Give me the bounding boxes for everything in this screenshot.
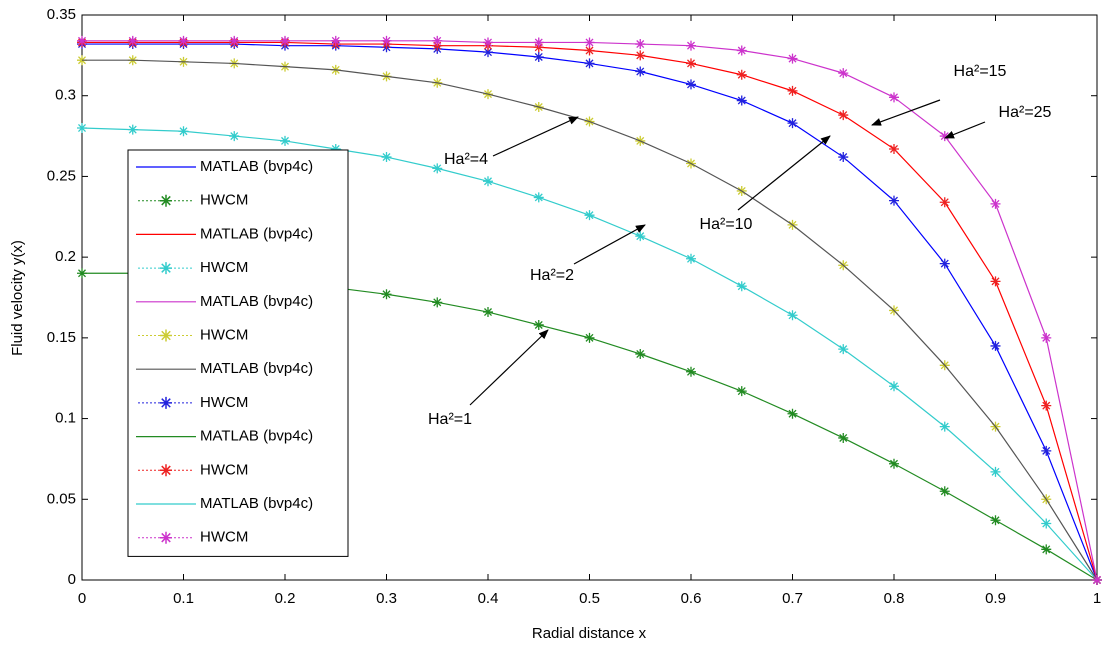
legend-box <box>127 149 349 557</box>
legend-label: MATLAB (bvp4c) <box>200 293 313 310</box>
data-point <box>787 118 798 129</box>
data-point <box>889 92 899 103</box>
data-point <box>686 40 696 51</box>
data-point <box>533 51 544 62</box>
annotation-arrow <box>737 135 831 211</box>
x-tick-label: 0.7 <box>782 590 803 607</box>
data-point <box>1041 332 1052 343</box>
x-tick-label: 0.2 <box>275 590 296 607</box>
legend-marker <box>160 262 172 275</box>
data-point <box>889 143 899 154</box>
y-axis-label: Fluid velocity y(x) <box>9 240 26 356</box>
data-point <box>990 198 1001 209</box>
data-point <box>635 39 646 50</box>
y-tick-label: 0.05 <box>47 490 76 507</box>
y-tick-label: 0.2 <box>55 248 76 265</box>
annotation: Ha²=25 <box>999 104 1052 121</box>
data-point <box>229 35 240 46</box>
x-tick-label: 0 <box>78 590 86 607</box>
data-point <box>584 45 595 56</box>
data-point <box>990 340 1001 351</box>
data-point <box>280 35 290 46</box>
annotation: Ha²=15 <box>954 63 1007 80</box>
legend-label: HWCM <box>200 192 248 209</box>
data-point <box>736 69 747 80</box>
data-point <box>686 79 696 90</box>
x-tick-label: 0.3 <box>376 590 397 607</box>
data-point <box>178 35 189 46</box>
data-point <box>330 35 341 46</box>
data-point <box>584 37 595 48</box>
legend-marker <box>160 396 172 409</box>
data-point <box>635 66 646 77</box>
legend-label: MATLAB (bvp4c) <box>200 360 313 377</box>
series-line <box>81 127 1098 581</box>
data-point <box>787 85 798 96</box>
data-point <box>736 95 747 106</box>
legend-marker <box>160 329 172 342</box>
annotation: Ha²=2 <box>530 267 574 284</box>
data-point <box>432 35 443 46</box>
x-tick-label: 0.5 <box>579 590 600 607</box>
data-point <box>889 195 899 206</box>
legend-label: HWCM <box>200 259 248 276</box>
data-point <box>1041 400 1052 411</box>
data-point <box>635 50 646 61</box>
annotation: Ha²=4 <box>444 151 488 168</box>
series-line <box>82 59 1098 581</box>
data-point <box>483 47 493 58</box>
data-point <box>77 123 87 133</box>
data-point <box>1092 575 1102 585</box>
y-tick-label: 0.35 <box>47 6 76 23</box>
data-point <box>483 37 493 48</box>
legend-label: HWCM <box>200 394 248 411</box>
data-point <box>77 35 87 46</box>
data-point <box>939 197 950 208</box>
y-tick-label: 0.25 <box>47 167 76 184</box>
data-point <box>838 68 849 79</box>
x-tick-label: 0.4 <box>478 590 499 607</box>
legend-label: MATLAB (bvp4c) <box>200 225 313 242</box>
x-tick-label: 0.6 <box>681 590 702 607</box>
legend-label: MATLAB (bvp4c) <box>200 495 313 512</box>
data-point <box>381 35 392 46</box>
annotation: Ha²=1 <box>428 411 472 428</box>
y-tick-label: 0 <box>68 571 76 588</box>
data-point <box>584 58 595 69</box>
legend-label: HWCM <box>200 461 248 478</box>
data-point <box>990 276 1001 287</box>
data-point <box>939 258 950 269</box>
annotation-arrow <box>573 224 646 265</box>
data-point <box>838 110 849 121</box>
data-point <box>686 58 696 69</box>
x-tick-label: 0.8 <box>884 590 905 607</box>
legend-label: HWCM <box>200 529 248 546</box>
data-point <box>533 37 544 48</box>
x-axis-label: Radial distance x <box>532 625 647 642</box>
annotation-arrow <box>871 99 941 126</box>
annotation-arrow <box>469 329 549 406</box>
data-point <box>736 45 747 56</box>
data-point <box>838 152 849 163</box>
y-tick-label: 0.3 <box>55 87 76 104</box>
annotation: Ha²=10 <box>700 216 753 233</box>
legend-label: MATLAB (bvp4c) <box>200 158 313 175</box>
legend-marker <box>160 464 172 477</box>
legend-label: HWCM <box>200 326 248 343</box>
x-tick-label: 0.9 <box>985 590 1006 607</box>
x-tick-label: 0.1 <box>173 590 194 607</box>
y-tick-label: 0.15 <box>47 329 76 346</box>
data-point <box>127 35 138 46</box>
legend-marker <box>160 531 172 544</box>
x-tick-label: 1 <box>1093 590 1101 607</box>
annotation-arrow <box>492 116 579 157</box>
data-point <box>1041 445 1052 456</box>
legend-label: MATLAB (bvp4c) <box>200 428 313 445</box>
data-point <box>787 53 798 64</box>
annotation-arrow <box>944 121 986 139</box>
y-tick-label: 0.1 <box>55 410 76 427</box>
legend-marker <box>160 194 172 207</box>
